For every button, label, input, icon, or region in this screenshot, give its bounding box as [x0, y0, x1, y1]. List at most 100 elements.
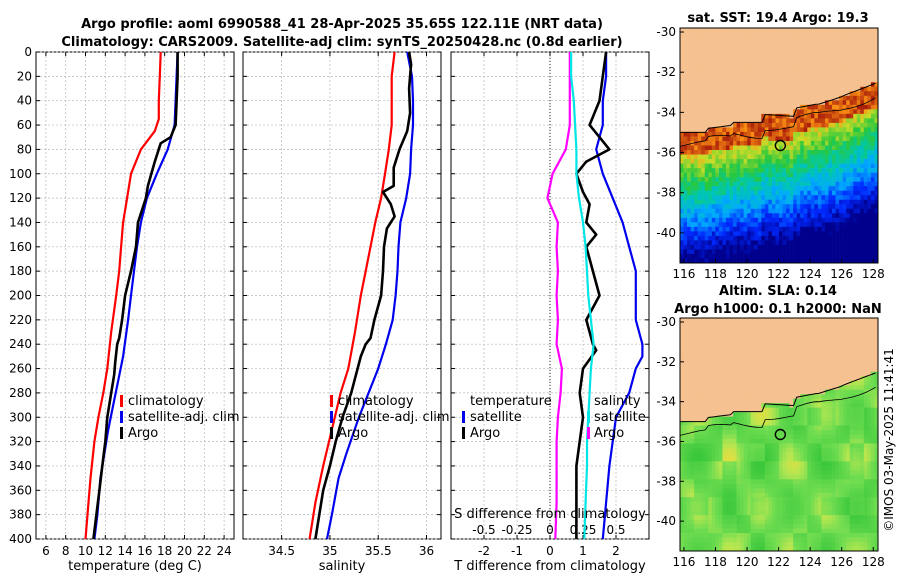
map-cell: [842, 163, 847, 169]
map-cell: [779, 73, 783, 79]
map-cell: [740, 37, 744, 42]
map-cell: [817, 50, 822, 56]
map-cell: [690, 344, 695, 350]
map-cell: [764, 204, 769, 210]
map-cell: [690, 412, 695, 417]
map-cell: [694, 231, 698, 237]
map-cell: [853, 380, 858, 386]
map-cell: [800, 109, 805, 115]
map-cell: [803, 416, 808, 422]
map-cell: [828, 199, 833, 205]
map-cell: [824, 77, 829, 83]
map-cell: [796, 367, 801, 373]
map-cell: [750, 349, 755, 355]
map-cell: [810, 443, 815, 449]
map-cell: [733, 425, 737, 431]
map-cell: [800, 398, 805, 404]
map-cell: [775, 213, 780, 219]
map-cell: [680, 104, 684, 110]
map-cell: [750, 326, 755, 332]
map-cell: [803, 443, 808, 449]
map-cell: [867, 362, 872, 368]
map-cell: [708, 240, 713, 246]
map-cell: [775, 41, 780, 47]
map-cell: [874, 159, 879, 164]
map-cell: [761, 335, 766, 341]
map-cell: [715, 136, 720, 142]
map-cell: [687, 217, 691, 223]
map-cell: [779, 181, 783, 187]
map-cell: [870, 376, 875, 382]
map-cell: [697, 416, 702, 422]
map-cell: [754, 258, 759, 264]
map-cell: [832, 95, 836, 101]
map-cell: [697, 77, 702, 83]
map-cell: [832, 443, 836, 449]
map-cell: [779, 362, 783, 368]
map-cell: [757, 122, 762, 128]
map-cell: [842, 118, 847, 124]
map-cell: [743, 177, 748, 182]
map-cell: [842, 380, 847, 386]
map-cell: [697, 177, 702, 182]
map-cell: [814, 380, 819, 386]
map-cell: [683, 118, 688, 124]
map-cell: [757, 344, 762, 350]
map-cell: [715, 240, 720, 246]
map-cell: [867, 127, 872, 133]
map-cell: [683, 113, 688, 119]
map-cell: [789, 358, 794, 364]
map-cell: [817, 159, 822, 164]
map-cell: [782, 122, 787, 128]
map-cell: [846, 213, 851, 219]
map-cell: [757, 100, 762, 106]
map-cell: [824, 407, 829, 413]
map-cell: [740, 77, 744, 83]
map-cell: [803, 353, 808, 359]
map-cell: [715, 235, 720, 241]
map-cell: [761, 376, 766, 382]
map-cell: [743, 222, 748, 228]
map-cell: [690, 253, 695, 259]
map-cell: [694, 240, 698, 246]
map-cell: [711, 349, 716, 355]
map-cell: [824, 163, 829, 169]
map-cell: [821, 55, 826, 60]
map-cell: [718, 41, 723, 47]
map-cell: [779, 376, 783, 382]
map-cell: [768, 398, 773, 404]
map-cell: [860, 64, 865, 69]
map-cell: [683, 398, 688, 404]
map-cell: [821, 235, 826, 241]
map-cell: [874, 322, 879, 328]
map-cell: [768, 77, 773, 83]
map-cell: [683, 376, 688, 382]
map-cell: [828, 349, 833, 355]
figure-title-line-2: Climatology: CARS2009. Satellite-adj cli…: [61, 35, 622, 50]
map-cell: [690, 199, 695, 205]
map-cell: [725, 77, 730, 83]
map-cell: [814, 403, 819, 408]
map-cell: [718, 177, 723, 182]
map-cell: [835, 195, 840, 201]
map-cell: [867, 376, 872, 382]
map-cell: [835, 190, 840, 196]
map-cell: [694, 95, 698, 101]
map-cell: [761, 434, 766, 440]
map-cell: [771, 77, 776, 83]
map-cell: [821, 181, 826, 187]
map-cell: [697, 163, 702, 169]
map-cell: [814, 362, 819, 368]
map-cell: [757, 258, 762, 264]
map-cell: [736, 104, 741, 110]
map-cell: [832, 322, 836, 328]
map-cell: [701, 145, 706, 151]
map-cell: [736, 91, 741, 97]
map-cell: [824, 398, 829, 404]
map-cell: [754, 100, 759, 106]
map-cell: [828, 226, 833, 232]
map-cell: [779, 68, 783, 74]
map-cell: [874, 177, 879, 182]
map-cell: [793, 213, 797, 219]
map-cell: [821, 416, 826, 422]
